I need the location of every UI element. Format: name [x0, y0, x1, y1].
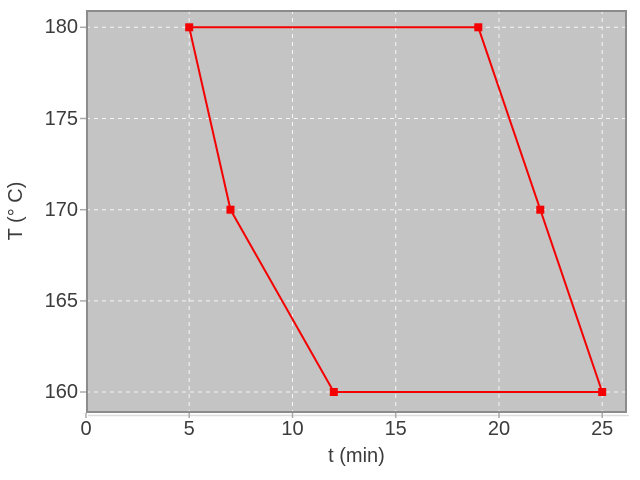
data-marker [598, 388, 607, 396]
x-tick-label: 15 [384, 418, 407, 440]
y-tick-label: 160 [44, 381, 78, 403]
x-tick-label: 0 [80, 418, 92, 440]
x-tick-label: 25 [591, 418, 614, 440]
plot-border [86, 10, 627, 413]
y-tick-label: 180 [44, 16, 78, 39]
data-marker [329, 388, 338, 396]
y-tick-label: 165 [44, 289, 78, 312]
data-marker [226, 205, 235, 214]
x-tick-label: 10 [281, 418, 304, 440]
y-tick-label: 170 [44, 198, 78, 221]
data-marker [536, 205, 545, 214]
x-axis-label: t (min) [328, 445, 385, 467]
x-tick-label: 5 [183, 418, 195, 440]
y-tick-label: 175 [44, 107, 78, 130]
x-tick-label: 20 [487, 418, 511, 440]
plot-background [86, 10, 627, 413]
data-marker [474, 23, 483, 32]
data-marker [185, 23, 194, 32]
